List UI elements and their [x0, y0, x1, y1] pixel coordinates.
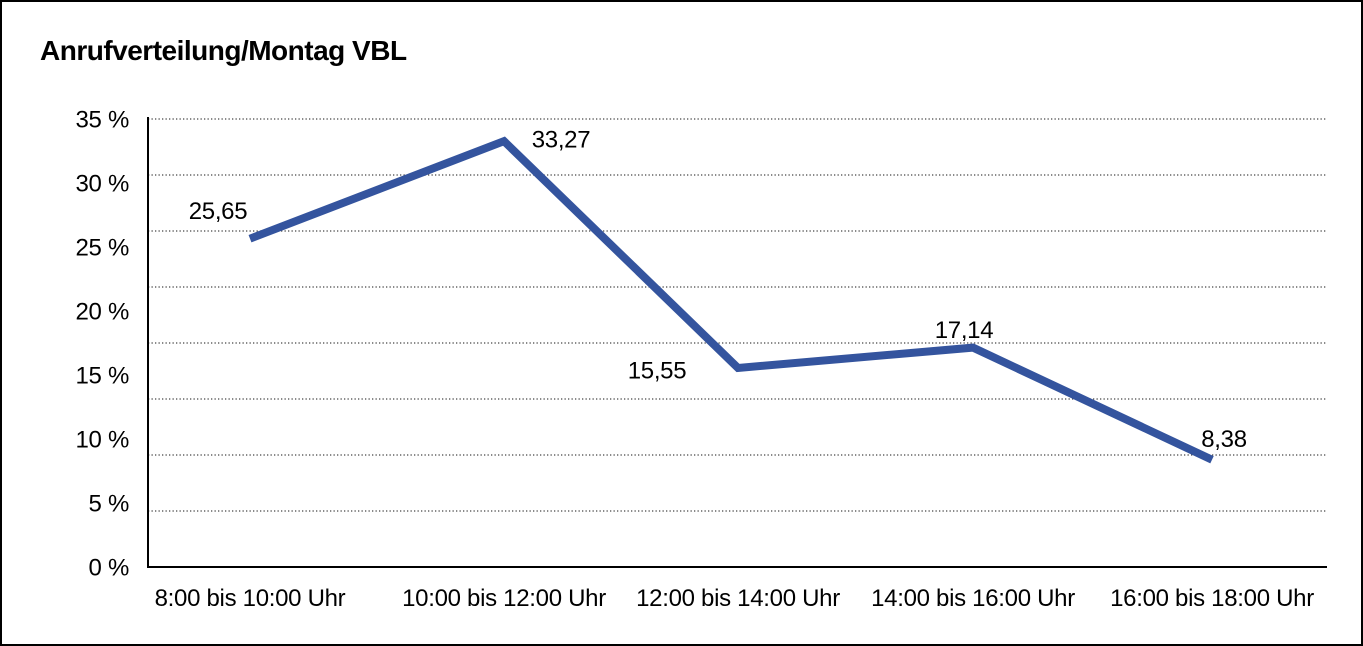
chart-title: Anrufverteilung/Montag VBL [40, 35, 407, 66]
x-tick-label: 8:00 bis 10:00 Uhr [155, 585, 346, 612]
y-tick-label: 30 % [75, 171, 129, 198]
y-tick-label: 10 % [75, 427, 129, 454]
y-tick-label: 20 % [75, 299, 129, 326]
x-tick-label: 12:00 bis 14:00 Uhr [636, 585, 840, 612]
x-tick-label: 16:00 bis 18:00 Uhr [1110, 585, 1314, 612]
y-tick-label: 25 % [75, 235, 129, 262]
y-tick-label: 35 % [75, 107, 129, 134]
x-tick-label: 10:00 bis 12:00 Uhr [402, 585, 606, 612]
data-point-label: 17,14 [935, 317, 994, 344]
data-point-label: 25,65 [189, 198, 248, 225]
series-line [248, 136, 1214, 464]
data-point-label: 15,55 [628, 357, 687, 384]
data-point-label: 33,27 [532, 127, 591, 154]
y-tick-label: 5 % [89, 491, 129, 518]
y-tick-label: 0 % [89, 555, 129, 582]
x-tick-label: 14:00 bis 16:00 Uhr [871, 585, 1075, 612]
data-point-label: 8,38 [1201, 426, 1247, 453]
y-tick-label: 15 % [75, 363, 129, 390]
